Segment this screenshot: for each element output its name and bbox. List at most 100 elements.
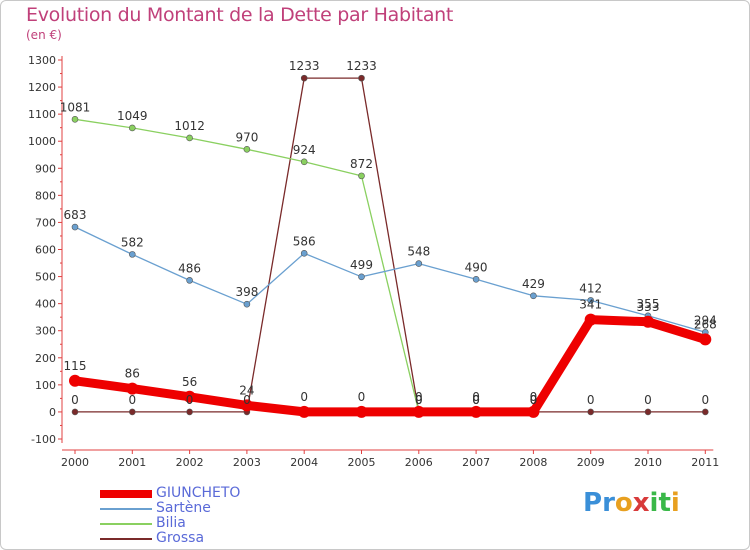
data-label: 412 xyxy=(579,281,602,295)
series-points xyxy=(69,74,712,418)
y-tick-label: 600 xyxy=(35,244,56,257)
data-point xyxy=(300,158,308,166)
data-point xyxy=(129,124,136,132)
logo-letter: P xyxy=(583,488,603,518)
data-label: 872 xyxy=(350,157,373,171)
data-point xyxy=(69,374,81,387)
data-label: 0 xyxy=(358,390,366,404)
data-point xyxy=(587,297,595,304)
data-label: 0 xyxy=(415,393,423,407)
y-tick-label: 700 xyxy=(35,216,56,229)
data-label: 548 xyxy=(407,245,430,259)
y-tick-label: 0 xyxy=(49,406,56,419)
data-point xyxy=(240,399,253,412)
data-label: 0 xyxy=(243,393,251,407)
y-tick-label: 500 xyxy=(35,271,56,284)
x-tick-label: 2003 xyxy=(233,456,261,469)
x-tick-label: 2002 xyxy=(176,456,204,469)
data-label: 333 xyxy=(637,300,660,314)
legend-swatch-grossa xyxy=(100,538,152,540)
x-tick-label: 2010 xyxy=(634,456,662,469)
data-label: 499 xyxy=(350,258,373,272)
data-label: 0 xyxy=(644,393,652,407)
data-point xyxy=(129,408,136,416)
chart-subtitle: (en €) xyxy=(26,28,62,42)
data-point xyxy=(644,408,652,416)
y-tick-label: 900 xyxy=(35,162,56,175)
proxiti-logo: Proxiti xyxy=(583,488,680,518)
data-label: 0 xyxy=(128,393,136,407)
logo-letter: i xyxy=(649,488,659,518)
data-point xyxy=(71,115,79,123)
legend-swatch-sartene xyxy=(100,508,152,510)
logo-letter: i xyxy=(670,488,680,518)
y-tick-label: 300 xyxy=(35,325,56,338)
data-point xyxy=(71,408,79,416)
x-tick-label: 2011 xyxy=(691,456,719,469)
data-point xyxy=(358,74,365,82)
data-point xyxy=(470,405,483,418)
legend-swatch-giuncheto xyxy=(100,490,152,498)
data-label: 294 xyxy=(694,313,717,327)
data-point xyxy=(243,146,251,153)
data-label: 0 xyxy=(701,393,709,407)
data-label: 268 xyxy=(694,317,717,331)
data-point xyxy=(298,405,311,418)
logo-letter: o xyxy=(614,488,633,518)
data-label: 0 xyxy=(186,393,194,407)
data-point xyxy=(584,313,597,326)
y-tick-label: 1200 xyxy=(28,81,56,94)
data-point xyxy=(186,408,193,416)
data-point xyxy=(412,405,425,418)
data-label: 0 xyxy=(71,393,79,407)
logo-letter: r xyxy=(602,488,615,518)
data-label: 0 xyxy=(530,393,538,407)
data-label: 0 xyxy=(415,390,423,404)
data-label: 1233 xyxy=(346,59,377,73)
logo-letter: t xyxy=(658,488,671,518)
data-point xyxy=(186,277,193,284)
data-point xyxy=(472,275,480,283)
data-point xyxy=(527,405,540,418)
y-tick-label: 200 xyxy=(35,352,56,365)
x-tick-label: 2005 xyxy=(348,456,376,469)
data-label: 0 xyxy=(530,393,538,407)
x-tick-label: 2007 xyxy=(462,456,490,469)
data-point xyxy=(183,390,196,403)
data-point xyxy=(701,408,709,416)
x-tick-label: 2009 xyxy=(577,456,605,469)
data-label: 1081 xyxy=(60,100,91,114)
data-label: 429 xyxy=(522,277,545,291)
data-labels: 0 0 0 0 1233 1233 0 0 0 0 0 0 1081 1049 1012 970 924 872 0… xyxy=(60,59,717,407)
data-label: 490 xyxy=(465,260,488,274)
data-label: 115 xyxy=(64,359,87,373)
data-label: 398 xyxy=(235,285,258,299)
data-label: 486 xyxy=(178,261,201,275)
data-point xyxy=(243,300,251,308)
data-point xyxy=(126,382,139,395)
y-tick-label: 800 xyxy=(35,189,56,202)
legend-label-sartene: Sartène xyxy=(156,500,211,516)
y-tick-label: 400 xyxy=(35,298,56,311)
y-tick-label: 100 xyxy=(35,379,56,392)
logo-letter: x xyxy=(632,488,650,518)
legend-swatch-bilia xyxy=(100,523,152,525)
data-label: 0 xyxy=(415,393,423,407)
data-label: 586 xyxy=(293,234,316,248)
series-line-sartène xyxy=(74,226,706,333)
y-tick-label: 1100 xyxy=(28,108,56,121)
x-tick-label: 2004 xyxy=(290,456,318,469)
data-label: 341 xyxy=(579,298,602,312)
data-label: 0 xyxy=(587,393,595,407)
x-tick-label: 2008 xyxy=(519,456,547,469)
x-tick-label: 2006 xyxy=(405,456,433,469)
data-point xyxy=(587,408,595,416)
data-label: 683 xyxy=(64,208,87,222)
data-label: 355 xyxy=(637,297,660,311)
data-point xyxy=(358,273,365,281)
data-point xyxy=(300,74,308,82)
data-label: 56 xyxy=(182,375,197,389)
data-point xyxy=(642,315,654,328)
